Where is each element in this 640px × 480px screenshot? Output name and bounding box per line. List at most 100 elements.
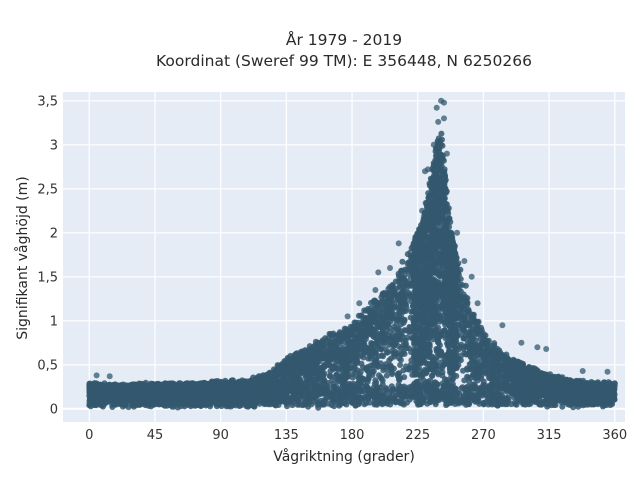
scatter-point xyxy=(473,366,480,373)
scatter-point xyxy=(472,348,479,355)
scatter-point xyxy=(386,324,392,331)
scatter-point xyxy=(479,341,486,348)
scatter-point xyxy=(473,374,480,381)
scatter-point xyxy=(390,286,397,292)
y-tick-label: 2,5 xyxy=(37,182,58,197)
scatter-point xyxy=(360,375,367,382)
chart-title-line-1: År 1979 - 2019 xyxy=(286,30,402,49)
y-tick-label: 0 xyxy=(50,402,58,417)
scatter-point xyxy=(403,341,409,347)
scatter-point xyxy=(355,312,362,319)
scatter-point xyxy=(304,359,311,366)
scatter-point xyxy=(326,351,333,358)
scatter-point xyxy=(470,341,477,348)
x-tick-label: 180 xyxy=(340,428,365,443)
scatter-point xyxy=(349,371,356,378)
scatter-point xyxy=(388,364,395,371)
scatter-point xyxy=(463,329,470,336)
scatter-point xyxy=(387,314,394,321)
scatter-point xyxy=(398,345,405,352)
x-tick-label: 315 xyxy=(537,428,562,443)
scatter-point xyxy=(276,373,282,380)
x-tick-label: 0 xyxy=(85,428,93,443)
scatter-point xyxy=(363,365,370,372)
scatter-point xyxy=(383,372,390,379)
scatter-point xyxy=(463,365,470,372)
scatter-point xyxy=(486,375,493,381)
scatter-point xyxy=(388,340,395,347)
scatter-point xyxy=(389,371,396,378)
scatter-point xyxy=(480,362,487,369)
x-tick-label: 360 xyxy=(602,428,627,443)
scatter-point xyxy=(460,306,467,313)
scatter-point xyxy=(372,320,379,326)
scatter-point xyxy=(386,299,393,306)
scatter-point xyxy=(464,373,471,380)
scatter-point xyxy=(345,358,352,365)
x-tick-label: 225 xyxy=(405,428,430,443)
scatter-point xyxy=(398,321,405,328)
x-tick-label: 90 xyxy=(212,428,229,443)
scatter-point xyxy=(318,377,325,384)
x-tick-label: 270 xyxy=(471,428,496,443)
y-tick-label: 2 xyxy=(50,226,58,241)
scatter-point xyxy=(465,308,472,315)
scatter-point xyxy=(351,319,358,326)
scatter-point xyxy=(515,359,521,365)
scatter-point xyxy=(384,335,391,342)
scatter-point xyxy=(322,342,328,349)
scatter-point xyxy=(391,326,397,333)
scatter-point xyxy=(378,346,385,353)
y-tick-label: 1,5 xyxy=(37,270,58,285)
scatter-point xyxy=(344,373,351,380)
scatter-point xyxy=(386,295,393,302)
scatter-point xyxy=(486,358,492,365)
scatter-point xyxy=(396,282,403,289)
scatter-point xyxy=(391,304,398,311)
y-tick-label: 1 xyxy=(50,314,58,329)
scatter-point xyxy=(389,332,396,339)
scatter-point xyxy=(377,374,384,381)
scatter-point xyxy=(384,349,391,356)
scatter-point xyxy=(396,355,403,362)
scatter-point xyxy=(327,373,334,380)
scatter-point xyxy=(317,353,324,360)
scatter-point xyxy=(464,341,471,348)
scatter-point xyxy=(485,348,492,355)
scatter-point xyxy=(391,353,398,360)
scatter-point xyxy=(401,327,408,334)
scatter-point xyxy=(399,267,405,274)
scatter-point xyxy=(478,353,485,360)
scatter-point xyxy=(463,296,470,303)
scatter-point xyxy=(354,344,361,351)
scatter-point xyxy=(559,403,566,410)
scatter-point xyxy=(368,299,374,306)
scatter-point xyxy=(496,373,503,380)
scatter-point xyxy=(403,363,409,370)
scatter-point xyxy=(372,314,379,320)
scatter-points xyxy=(86,97,618,411)
scatter-point xyxy=(485,368,492,375)
scatter-point xyxy=(380,353,386,360)
chart-title-line-2: Koordinat (Sweref 99 TM): E 356448, N 62… xyxy=(156,52,532,70)
scatter-point xyxy=(355,328,361,335)
scatter-point xyxy=(399,350,406,357)
scatter-point xyxy=(395,325,402,332)
scatter-point xyxy=(404,334,411,341)
scatter-point xyxy=(378,331,385,338)
scatter-point xyxy=(381,291,388,298)
scatter-point xyxy=(400,307,407,314)
scatter-point xyxy=(392,290,399,297)
scatter-point xyxy=(380,340,387,347)
scatter-point xyxy=(332,373,339,380)
scatter-point xyxy=(337,353,344,359)
scatter-point xyxy=(385,285,392,292)
scatter-point xyxy=(322,362,329,369)
scatter-point xyxy=(373,336,380,343)
scatter-point xyxy=(467,345,474,352)
scatter-point xyxy=(399,289,405,296)
scatter-point xyxy=(399,258,406,265)
scatter-point xyxy=(382,363,389,370)
